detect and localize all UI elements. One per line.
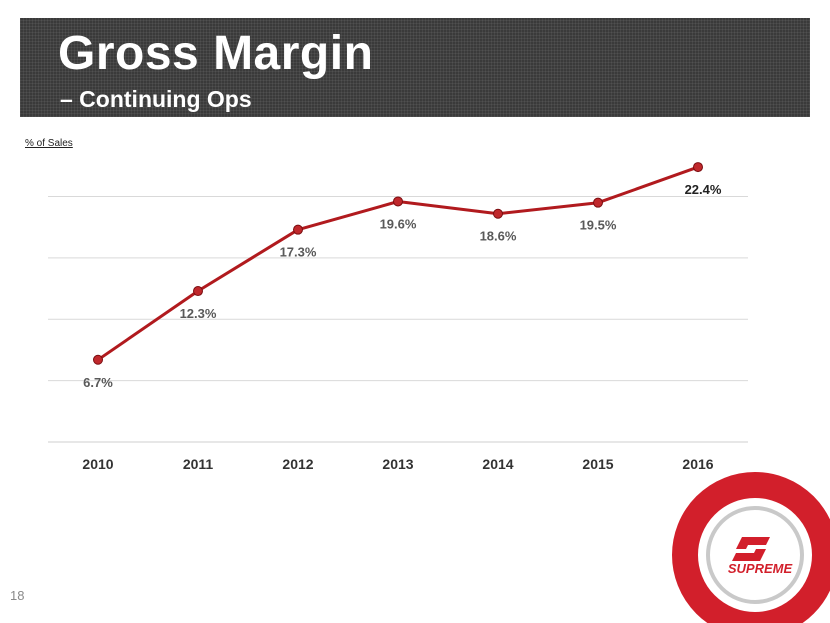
data-point [193, 286, 203, 297]
data-label: 12.3% [180, 306, 217, 321]
x-tick-label: 2010 [82, 456, 113, 472]
x-tick-label: 2016 [682, 456, 713, 472]
supreme-s-icon [732, 537, 770, 561]
data-label: 17.3% [280, 245, 317, 260]
x-tick-label: 2013 [382, 456, 413, 472]
data-point [293, 224, 303, 235]
data-point [693, 162, 703, 173]
data-label: 6.7% [83, 375, 113, 390]
data-point [493, 208, 503, 219]
logo-inner-ring [706, 506, 804, 604]
page-subtitle: – Continuing Ops [60, 86, 252, 112]
logo-wordmark: SUPREME [728, 561, 793, 576]
data-label: 19.5% [580, 218, 617, 233]
page-number: 18 [10, 588, 25, 603]
data-point [393, 196, 403, 207]
x-tick-label: 2011 [183, 456, 214, 472]
x-tick-label: 2012 [282, 456, 313, 472]
x-tick-label: 2015 [582, 456, 613, 472]
x-tick-label: 2014 [482, 456, 513, 472]
data-point [93, 354, 103, 365]
data-point [593, 197, 603, 208]
page-title: Gross Margin [58, 27, 374, 80]
data-label: 22.4% [685, 182, 722, 197]
y-axis-label: % of Sales [25, 138, 73, 149]
header-band [20, 18, 810, 117]
data-label: 18.6% [480, 229, 517, 244]
data-label: 19.6% [380, 216, 417, 231]
logo-outer-ring [672, 472, 830, 623]
